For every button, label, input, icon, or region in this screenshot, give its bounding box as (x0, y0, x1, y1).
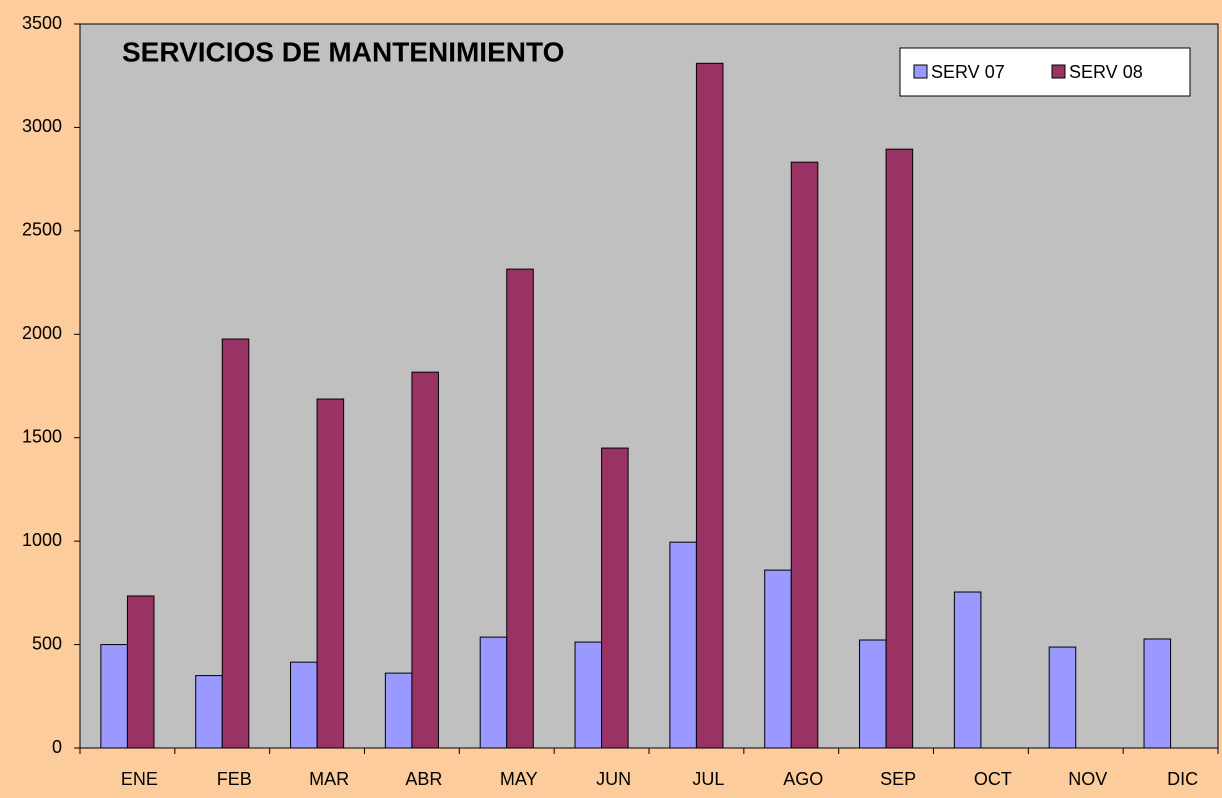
x-tick-label: AGO (783, 769, 823, 789)
bar (411, 371, 439, 749)
x-tick-label: NOV (1068, 769, 1107, 789)
y-tick-label: 3000 (22, 116, 62, 136)
x-tick-label: MAR (309, 769, 349, 789)
x-tick-label: DIC (1167, 769, 1198, 789)
legend-box (899, 47, 1191, 97)
y-tick-label: 1000 (22, 530, 62, 550)
bar (764, 569, 792, 749)
x-tick-label: MAY (500, 769, 538, 789)
x-tick-label: FEB (217, 769, 252, 789)
legend-swatch (1051, 64, 1066, 79)
bar (316, 398, 345, 749)
bar (790, 161, 819, 749)
x-tick-label: ABR (405, 769, 442, 789)
bar (953, 591, 982, 749)
chart-title: SERVICIOS DE MANTENIMIENTO (122, 36, 564, 67)
bar (885, 148, 914, 749)
bar (695, 62, 724, 749)
y-tick-label: 3500 (22, 13, 62, 33)
bar (195, 675, 223, 749)
bar (126, 595, 155, 749)
legend-label: SERV 08 (1069, 62, 1143, 82)
x-tick-label: ENE (121, 769, 158, 789)
bar (384, 672, 413, 749)
bar (1143, 638, 1172, 749)
bar (506, 268, 534, 749)
bar (479, 636, 508, 749)
bar (859, 639, 887, 749)
x-tick-label: JUL (692, 769, 724, 789)
y-tick-label: 2500 (22, 220, 62, 240)
plot-area (79, 23, 1219, 749)
x-tick-label: OCT (974, 769, 1012, 789)
bar (1048, 646, 1077, 749)
bar (574, 641, 603, 749)
x-tick-label: JUN (596, 769, 631, 789)
y-tick-label: 2000 (22, 323, 62, 343)
bar (290, 661, 318, 749)
bar (100, 644, 128, 749)
bar (669, 541, 697, 749)
y-tick-label: 0 (52, 737, 62, 757)
y-tick-label: 500 (32, 633, 62, 653)
legend-swatch (913, 64, 928, 79)
bar (601, 447, 629, 749)
y-tick-label: 1500 (22, 426, 62, 446)
legend-label: SERV 07 (931, 62, 1005, 82)
x-tick-label: SEP (880, 769, 916, 789)
bar (221, 338, 250, 749)
